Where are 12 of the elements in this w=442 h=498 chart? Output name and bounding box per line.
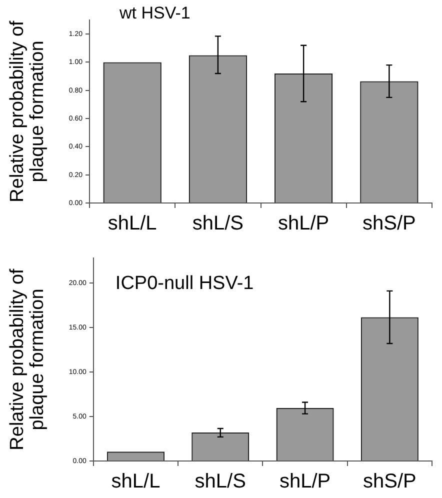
y-axis-title: Relative probability of plaque formation (7, 20, 48, 202)
x-tick-label: shL/P (278, 212, 330, 235)
x-tick-label: shL/S (192, 212, 244, 235)
x-tick-label: shL/L (108, 212, 157, 235)
chart-title: wt HSV-1 (118, 4, 190, 23)
x-tick-label: shL/S (194, 470, 246, 493)
x-tick-label: shS/P (362, 212, 416, 235)
text: ICP0-null HSV-1 (115, 273, 254, 294)
x-tick-label: shS/P (362, 470, 416, 493)
x-tick-label: shL/L (111, 470, 160, 493)
x-tick-label: shL/P (279, 470, 331, 493)
y-axis-title: Relative probability of plaque formation (7, 268, 48, 450)
